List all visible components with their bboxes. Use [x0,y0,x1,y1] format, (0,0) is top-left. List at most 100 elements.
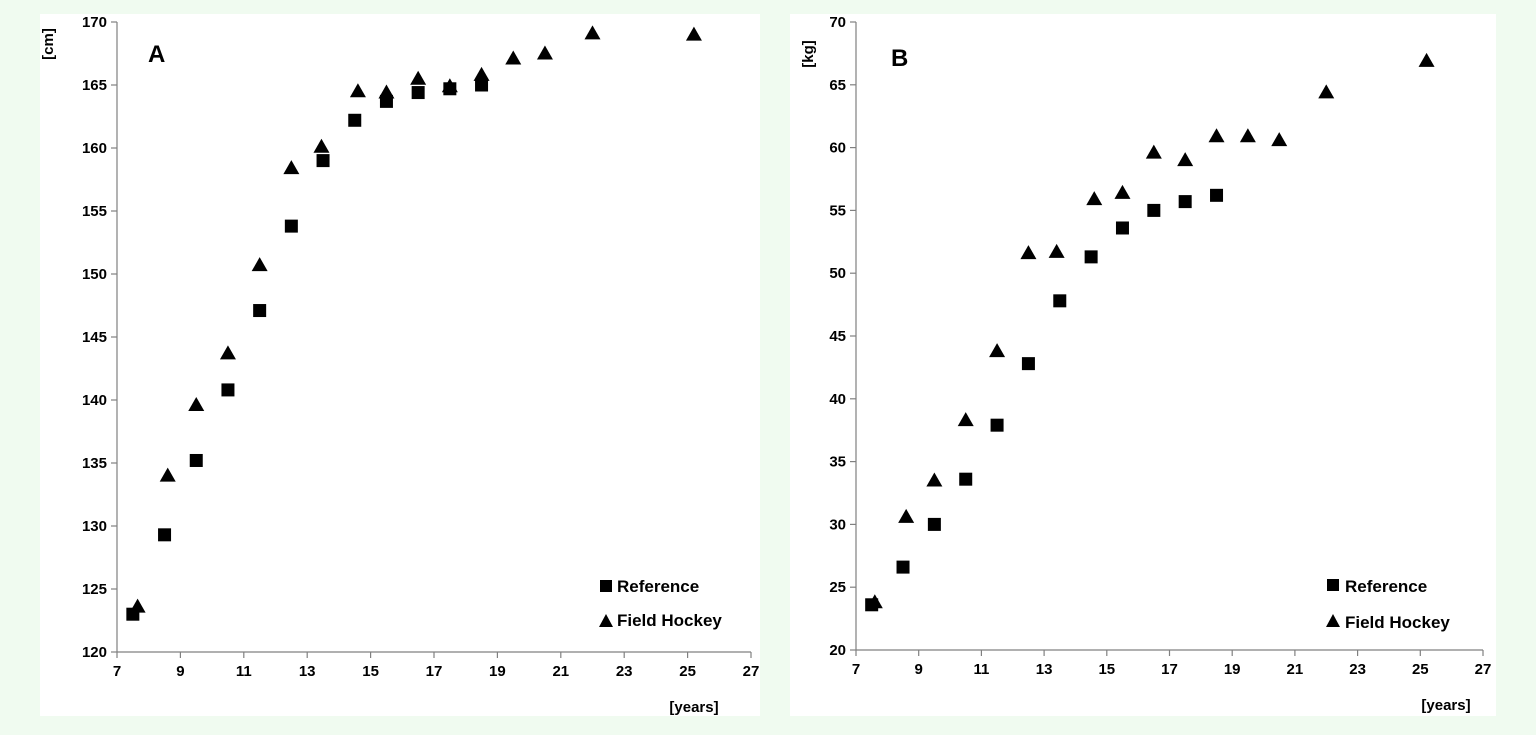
panel-b-y-tick-label: 30 [829,516,846,533]
panel-a-field-hockey-point [219,345,236,360]
panel-a-x-tick-label: 9 [176,663,184,680]
panel-b-y-tick-label: 25 [829,579,846,596]
panel-b-x-tick-label: 27 [1475,661,1492,678]
panel-a-x-axis-label: [years] [669,699,718,716]
panel-b-field-hockey-point [898,508,915,523]
panel-a-y-tick-label: 165 [82,77,107,94]
panel-b-reference-point [1115,221,1129,235]
panel-b-legend: Reference Field Hockey [1326,577,1450,632]
panel-b-field-hockey-point [989,343,1006,358]
panel-a-x-tick-label: 13 [299,663,316,680]
panel-a-y-tick-label: 160 [82,140,107,157]
panel-a-field-hockey-point [251,257,268,272]
panel-a-y-tick-label: 135 [82,455,107,472]
panel-b-legend-triangle-icon [1326,614,1340,627]
panel-a-x-tick-label: 7 [113,663,121,680]
panel-b-letter: B [891,45,908,72]
panel-b-reference-point [896,560,910,574]
panel-b-y-tick-label: 65 [829,77,846,94]
panel-b-reference-point [1147,203,1161,217]
panel-b-reference-point [927,517,941,531]
panel-b-field-hockey-point [1048,243,1065,258]
panel-b-x-tick-label: 19 [1224,661,1241,678]
panel-a-field-hockey-point [313,138,330,153]
panel-b-field-hockey-point [1318,84,1335,99]
panel-b-field-hockey-point [1114,184,1131,199]
panel-b-y-tick-label: 45 [829,328,846,345]
panel-b-reference-point [959,472,973,486]
chart-panel-a: A [cm] [years] 1201251301351401451501551… [40,14,760,716]
panel-a-field-hockey-point [188,397,205,412]
panel-a-field-hockey-point [536,45,553,60]
panel-b-x-tick-label: 7 [852,661,860,678]
panel-a-x-tick-label: 25 [679,663,696,680]
panel-b-y-tick-label: 50 [829,265,846,282]
panel-b-y-tick-label: 60 [829,140,846,157]
panel-a-ticks: 120 125 130 135 140 145 150 155 160 165 170 7 9 11 13 1… [82,14,759,680]
panel-b-reference-point [1084,250,1098,264]
panel-b-x-tick-label: 23 [1349,661,1366,678]
panel-b-legend-reference: Reference [1345,577,1427,596]
panel-a-x-tick-label: 15 [362,663,379,680]
panel-b-reference-point [990,418,1004,432]
panel-b-field-hockey-point [1418,52,1435,67]
panel-a-reference-point [253,304,267,318]
panel-a-x-tick-label: 19 [489,663,506,680]
panel-a-legend-triangle-icon [599,614,613,627]
panel-b-field-hockey-point [926,472,943,487]
panel-b-x-tick-label: 13 [1036,661,1053,678]
panel-b-field-hockey-point [1086,191,1103,206]
panel-b-legend-field-hockey: Field Hockey [1345,613,1450,632]
panel-a-x-tick-label: 27 [743,663,760,680]
panel-b-y-tick-label: 20 [829,642,846,659]
panel-a-points [126,25,702,621]
chart-panel-b: B [kg] [years] 20 25 30 35 40 45 50 55 60 65 70 7 9 1… [790,14,1496,716]
panel-b-field-hockey-point [957,412,974,427]
panel-a-field-hockey-point [584,25,601,40]
panel-b-field-hockey-point [1020,245,1037,260]
panel-a-reference-point [316,154,330,168]
panel-b-field-hockey-point [1145,144,1162,159]
panel-a-reference-point [411,86,425,100]
panel-b-x-tick-label: 17 [1161,661,1178,678]
panel-a-reference-point [348,113,362,127]
panel-a-background [40,14,760,716]
panel-a-x-tick-label: 11 [236,663,252,680]
panel-a-reference-point [475,78,489,92]
panel-a-y-tick-label: 145 [82,329,107,346]
panel-b-y-axis-label: [kg] [800,40,817,68]
panel-b-field-hockey-point [1271,132,1288,147]
panel-b-background [790,14,1496,716]
panel-b-x-tick-label: 25 [1412,661,1429,678]
panel-b-field-hockey-point [1208,128,1225,143]
panel-a-field-hockey-point [159,467,176,482]
panel-a-y-tick-label: 130 [82,518,107,535]
panel-b-y-tick-label: 40 [829,391,846,408]
panel-a-letter: A [148,41,165,68]
panel-b-x-axis-label: [years] [1421,697,1470,714]
panel-b-reference-point [1210,188,1224,202]
panel-a-x-tick-label: 17 [426,663,443,680]
panel-a-field-hockey-point [378,84,395,99]
panel-a-x-tick-label: 23 [616,663,633,680]
panel-a-reference-point [284,219,298,233]
panel-b-reference-point [1053,294,1067,308]
panel-b-y-tick-label: 35 [829,454,846,471]
panel-a-y-tick-label: 140 [82,392,107,409]
panel-a-field-hockey-point [505,50,522,65]
panel-b-field-hockey-point [866,594,883,609]
panel-b-x-tick-label: 9 [915,661,923,678]
panel-b-field-hockey-point [1177,152,1194,167]
panel-b-x-tick-label: 11 [973,661,989,678]
panel-a-x-tick-label: 21 [552,663,569,680]
panel-a-reference-point [221,383,235,397]
panel-b-field-hockey-point [1239,128,1256,143]
panel-a-y-tick-label: 155 [82,203,107,220]
panel-a-y-tick-label: 120 [82,644,107,661]
panel-a-reference-point [158,528,172,542]
panel-b-ticks: 20 25 30 35 40 45 50 55 60 65 70 7 9 11 13 15 17 19 21 23 25… [829,14,1491,678]
panel-a-legend: Reference Field Hockey [599,577,722,630]
panel-a-y-tick-label: 150 [82,266,107,283]
panel-a-legend-reference: Reference [617,577,699,596]
